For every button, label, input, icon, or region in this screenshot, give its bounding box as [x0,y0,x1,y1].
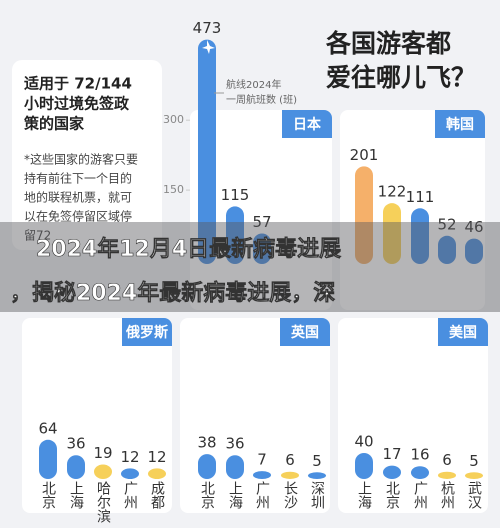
category-label: 北京 [199,481,215,509]
panel-tab [280,318,330,346]
bar [355,166,373,264]
intro-box [12,60,162,250]
value-label: 36 [66,435,85,453]
bar [308,472,326,479]
panel-title: 日本 [293,116,322,133]
value-label: 473 [193,19,222,37]
bar [438,235,456,264]
title: 各国游客都 [325,29,451,58]
panel [190,110,332,310]
value-label: 40 [354,433,373,451]
intro-heading: 策的国家 [23,115,84,133]
value-label: 19 [93,444,112,462]
plane-icon [202,40,215,54]
intro-note: 留72 [24,229,51,243]
value-label: 6 [285,451,295,469]
category-label: 北京 [40,481,56,509]
category-label: 上海 [227,481,243,509]
bar [67,455,85,479]
category-label: 长沙 [282,481,298,509]
panel-title: 英国 [290,324,319,341]
bar [383,203,401,264]
panel-tab [122,318,172,346]
panel-tab [438,318,488,346]
bar [39,439,57,479]
category-label: 哈尔滨 [95,481,111,523]
intro-note: 以在免签停留区域停 [24,209,132,224]
bar [226,206,244,264]
bar [253,233,271,264]
value-label: 12 [120,448,139,466]
value-label: 17 [382,445,401,463]
value-label: 201 [350,146,379,164]
panel-title: 韩国 [446,116,474,133]
bar [411,208,429,264]
category-label: 杭州 [439,481,455,509]
category-label: 成都 [149,481,165,509]
value-label: 115 [221,186,250,204]
value-label: 38 [197,434,216,452]
value-label: 111 [406,188,435,206]
value-label: 7 [257,451,267,469]
bar [121,468,139,479]
category-label: 广州 [122,481,138,509]
bar [148,468,166,479]
bar [253,471,271,479]
bar [94,464,112,479]
annotation: 一周航班数 (班) [226,93,297,106]
bar [355,453,373,479]
category-label: 深圳 [309,481,325,509]
intro-heading: 适用于 72/144 [24,75,132,93]
title: 爱往哪儿飞？ [326,63,476,92]
panel-title: 俄罗斯 [125,324,168,341]
category-label: 广州 [412,481,428,509]
panel [180,318,330,513]
category-label: 武汉 [466,481,482,509]
category-label: 北京 [384,481,400,509]
banner-text: 2024年12月4日最新病毒进展 [36,236,341,262]
y-tick-label: 150 [163,183,184,196]
bar [438,471,456,479]
bar [198,454,216,479]
panel [22,318,172,513]
intro-heading: 小时过境免签政 [24,95,130,113]
category-label: 广州 [254,481,270,509]
intro-note: 地的联程机票，就可 [24,190,132,205]
category-label: 上海 [356,481,372,509]
panel-tab [282,110,332,138]
value-label: 12 [147,448,166,466]
y-tick-label: 300 [163,113,184,126]
bar [411,466,429,479]
value-label: 6 [442,451,452,469]
banner [0,222,500,312]
value-label: 52 [437,215,456,233]
category-label: 上海 [68,481,84,509]
bar [383,465,401,479]
bar [465,472,483,479]
value-label: 16 [410,446,429,464]
value-label: 122 [378,183,407,201]
annotation: 航线2024年 [226,78,281,91]
value-label: 36 [225,435,244,453]
panel-title: 美国 [449,324,477,341]
panel [338,318,488,513]
intro-note: *这些国家的游客只要 [24,152,138,167]
bar [281,471,299,479]
value-label: 64 [38,419,57,437]
bar [465,238,483,264]
banner-text: ，揭秘2024年最新病毒进展，深 [10,280,335,306]
bar [198,39,216,264]
value-label: 57 [252,213,271,231]
panel-tab [435,110,485,138]
value-label: 46 [464,218,483,236]
value-label: 5 [469,452,479,470]
value-label: 5 [312,452,322,470]
intro-note: 持有前往下一个目的 [24,171,132,186]
bar [226,455,244,479]
